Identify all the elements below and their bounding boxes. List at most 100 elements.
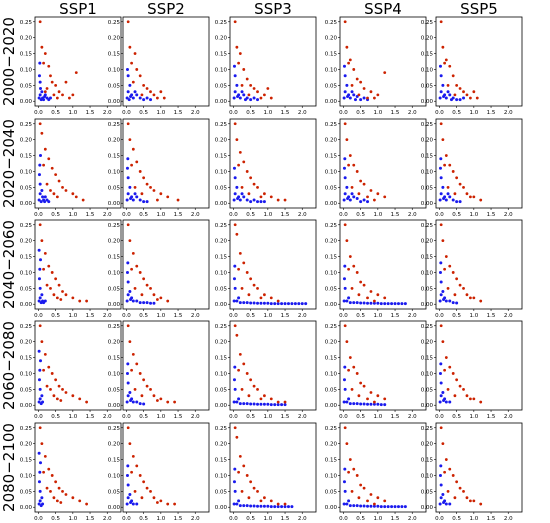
y-tick-label: 0.05: [421, 489, 434, 495]
point-blue: [343, 365, 347, 369]
point-red: [61, 387, 64, 391]
points: [342, 223, 407, 306]
point-blue: [396, 505, 400, 509]
point-blue: [442, 500, 446, 504]
point-red: [64, 189, 68, 192]
point-red: [366, 96, 369, 100]
point-red: [140, 192, 144, 196]
point-red: [45, 87, 49, 90]
point-blue: [38, 163, 42, 167]
point-red: [138, 271, 142, 274]
y-tick-label: 0.15: [421, 255, 434, 261]
point-blue: [439, 192, 443, 196]
point-blue: [128, 391, 132, 395]
points: [37, 426, 88, 508]
point-red: [131, 352, 135, 356]
point-blue: [304, 302, 308, 306]
point-blue: [37, 248, 41, 252]
point-blue: [345, 299, 349, 303]
point-blue: [369, 504, 373, 508]
point-red: [54, 277, 58, 281]
point-red: [359, 179, 363, 183]
points: [232, 122, 287, 204]
x-tick-label: 0.5: [51, 110, 60, 116]
point-red: [42, 267, 45, 271]
point-blue: [131, 400, 135, 404]
point-blue: [39, 200, 43, 204]
x-tick-label: 2.0: [191, 414, 200, 420]
point-red: [448, 365, 452, 369]
x-tick-label: 1.5: [391, 212, 400, 218]
point-blue: [348, 96, 352, 100]
point-blue: [240, 192, 244, 196]
point-blue: [145, 301, 149, 305]
x-tick-label: 0.5: [139, 516, 148, 522]
point-blue: [444, 299, 448, 303]
point-blue: [444, 502, 448, 506]
point-red: [159, 296, 163, 300]
point-red: [446, 83, 450, 87]
y-tick-label: 0.15: [108, 154, 121, 160]
y-tick-label: 0.25: [421, 324, 434, 330]
y-tick-label: 0.25: [325, 324, 338, 330]
point-red: [152, 293, 156, 297]
y-tick-label: 0.00: [20, 302, 33, 308]
point-blue: [233, 74, 237, 78]
point-red: [43, 90, 47, 94]
y-tick-label: 0.00: [20, 403, 33, 409]
point-red: [68, 96, 71, 100]
x-tick-label: 0.0: [339, 212, 348, 218]
point-blue: [444, 198, 448, 202]
point-blue: [352, 504, 356, 508]
point-red: [59, 298, 63, 301]
point-red: [373, 299, 376, 303]
y-tick-label: 0.20: [108, 36, 121, 42]
x-tick-label: 0.5: [51, 516, 60, 522]
points: [232, 20, 273, 102]
point-blue: [40, 189, 44, 193]
point-red: [130, 470, 134, 474]
point-blue: [345, 83, 349, 87]
points: [125, 223, 170, 305]
point-red: [242, 362, 246, 366]
y-tick-label: 0.05: [421, 185, 434, 191]
point-blue: [126, 293, 130, 297]
point-blue: [342, 400, 346, 404]
point-red: [42, 368, 45, 372]
point-red: [131, 454, 135, 458]
point-red: [166, 299, 170, 303]
point-blue: [242, 504, 246, 508]
row-title-1: 2000−2020: [0, 17, 18, 106]
point-red: [55, 195, 59, 199]
point-blue: [342, 480, 346, 484]
point-blue: [355, 196, 359, 200]
point-red: [366, 499, 369, 503]
panel-frame: [122, 118, 210, 209]
point-blue: [40, 394, 44, 398]
panel-frame: [229, 219, 317, 310]
point-red: [350, 387, 354, 391]
point-blue: [348, 301, 352, 305]
column-title-2: SSP2: [147, 0, 185, 18]
point-blue: [238, 402, 242, 406]
point-blue: [290, 505, 294, 509]
panel-frame: [122, 320, 210, 411]
point-red: [269, 96, 273, 100]
x-tick-label: 2.0: [103, 212, 112, 218]
point-red: [347, 163, 350, 167]
point-red: [135, 160, 139, 164]
point-red: [240, 83, 244, 87]
point-blue: [128, 493, 132, 497]
point-blue: [243, 98, 247, 102]
point-red: [455, 480, 459, 484]
panel-r2-c4: 0.0 0.5 1.0 1.5 2.0 0.00 0.05 0.10 0.15 0.20 0.25: [325, 118, 427, 218]
point-red: [455, 83, 459, 87]
point-blue: [125, 67, 129, 71]
point-red: [373, 198, 376, 202]
point-red: [235, 45, 239, 49]
panel-frame: [435, 422, 523, 513]
point-red: [348, 58, 352, 62]
point-red: [249, 83, 253, 87]
y-tick-label: 0.15: [20, 154, 33, 160]
